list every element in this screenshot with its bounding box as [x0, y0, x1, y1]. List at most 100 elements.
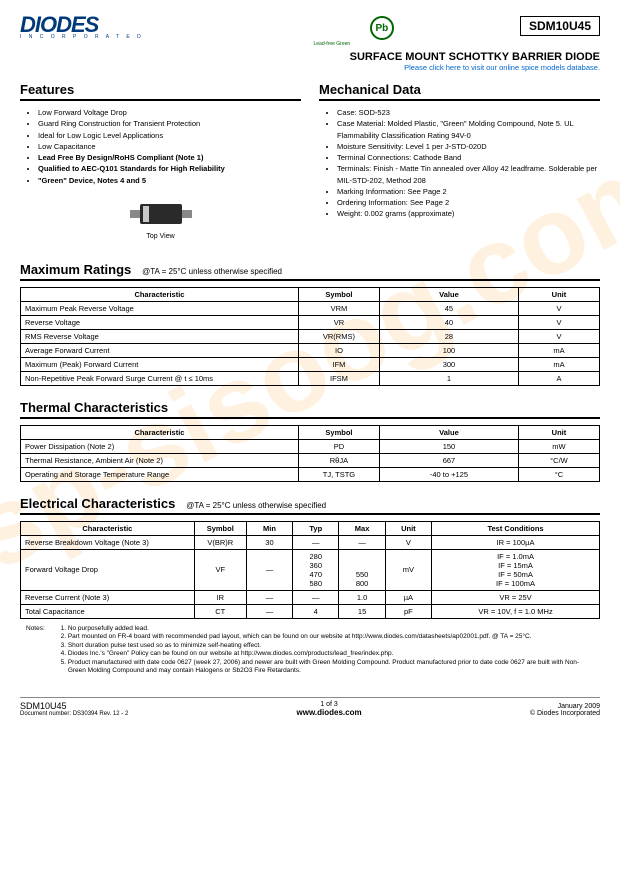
table-cell: mA: [518, 357, 599, 371]
table-cell: Operating and Storage Temperature Range: [21, 467, 299, 481]
table-cell: mV: [385, 549, 431, 590]
table-cell: Power Dissipation (Note 2): [21, 439, 299, 453]
mechanical-item: Terminal Connections: Cathode Band: [337, 152, 600, 163]
table-cell: 45: [379, 301, 518, 315]
table-cell: IFM: [298, 357, 379, 371]
table-cell: Forward Voltage Drop: [21, 549, 195, 590]
footer-copyright: © Diodes Incorporated: [530, 710, 600, 717]
table-cell: 1: [379, 371, 518, 385]
table-header: Characteristic: [21, 521, 195, 535]
features-column: Features Low Forward Voltage DropGuard R…: [20, 82, 301, 248]
thermal-section: Thermal Characteristics CharacteristicSy…: [20, 400, 600, 482]
table-header: Test Conditions: [432, 521, 600, 535]
note-item: Part mounted on FR-4 board with recommen…: [68, 633, 596, 641]
table-header: Characteristic: [21, 425, 299, 439]
features-list: Low Forward Voltage DropGuard Ring Const…: [20, 107, 301, 186]
note-item: No purposefully added lead.: [68, 625, 596, 633]
leadfree-badge: Pb Lead-free Green: [270, 16, 394, 47]
table-cell: CT: [194, 604, 246, 618]
table-row: RMS Reverse VoltageVR(RMS)28V: [21, 329, 600, 343]
table-cell: IO: [298, 343, 379, 357]
page-subtitle: SURFACE MOUNT SCHOTTKY BARRIER DIODE: [20, 51, 600, 63]
table-row: Average Forward CurrentIO100mA: [21, 343, 600, 357]
feature-item: Ideal for Low Logic Level Applications: [38, 130, 301, 141]
table-header: Max: [339, 521, 385, 535]
table-cell: 28: [379, 329, 518, 343]
mechanical-item: Case Material: Molded Plastic, "Green" M…: [337, 118, 600, 141]
table-cell: 280360470580: [293, 549, 339, 590]
electrical-title: Electrical Characteristics: [20, 496, 175, 511]
table-cell: V(BR)R: [194, 535, 246, 549]
table-header: Unit: [518, 287, 599, 301]
table-cell: µA: [385, 590, 431, 604]
spice-db-link[interactable]: Please click here to visit our online sp…: [20, 63, 600, 72]
table-cell: —: [246, 604, 292, 618]
notes-label: Notes:: [26, 625, 54, 633]
table-cell: 15: [339, 604, 385, 618]
table-cell: V: [518, 315, 599, 329]
max-ratings-condition: @TA = 25°C unless otherwise specified: [142, 267, 282, 276]
table-cell: VR(RMS): [298, 329, 379, 343]
table-cell: PD: [298, 439, 379, 453]
footer-right: January 2009 © Diodes Incorporated: [530, 703, 600, 717]
mechanical-item: Case: SOD-523: [337, 107, 600, 118]
electrical-condition: @TA = 25°C unless otherwise specified: [186, 501, 326, 510]
table-cell: Maximum Peak Reverse Voltage: [21, 301, 299, 315]
part-number-box: SDM10U45: [520, 16, 600, 36]
feature-item: Lead Free By Design/RoHS Compliant (Note…: [38, 152, 301, 163]
footer-partno: SDM10U45: [20, 701, 128, 711]
max-ratings-section: Maximum Ratings @TA = 25°C unless otherw…: [20, 262, 600, 386]
table-cell: VR = 25V: [432, 590, 600, 604]
table-cell: VRM: [298, 301, 379, 315]
electrical-heading: Electrical Characteristics @TA = 25°C un…: [20, 496, 600, 515]
footer-page: 1 of 3: [297, 701, 362, 708]
feature-item: Low Capacitance: [38, 141, 301, 152]
table-cell: -40 to +125: [379, 467, 518, 481]
table-header: Value: [379, 287, 518, 301]
table-row: Reverse Current (Note 3)IR——1.0µAVR = 25…: [21, 590, 600, 604]
logo-text: DIODES: [20, 16, 144, 34]
notes-block: Notes: No purposefully added lead.Part m…: [20, 625, 600, 676]
table-cell: —: [293, 535, 339, 549]
table-row: Operating and Storage Temperature RangeT…: [21, 467, 600, 481]
table-cell: mW: [518, 439, 599, 453]
table-header: Symbol: [194, 521, 246, 535]
table-cell: 150: [379, 439, 518, 453]
table-cell: IFSM: [298, 371, 379, 385]
table-cell: Reverse Current (Note 3): [21, 590, 195, 604]
table-cell: pF: [385, 604, 431, 618]
table-cell: V: [518, 329, 599, 343]
footer-center: 1 of 3 www.diodes.com: [297, 701, 362, 717]
logo-block: DIODES I N C O R P O R A T E D: [20, 16, 144, 40]
feature-item: "Green" Device, Notes 4 and 5: [38, 175, 301, 186]
mechanical-item: Weight: 0.002 grams (approximate): [337, 208, 600, 219]
table-cell: 30: [246, 535, 292, 549]
notes-list: No purposefully added lead.Part mounted …: [56, 625, 596, 676]
footer-docnum: Document number: DS30394 Rev. 12 - 2: [20, 711, 128, 717]
mechanical-item: Marking Information: See Page 2: [337, 186, 600, 197]
table-cell: Non-Repetitive Peak Forward Surge Curren…: [21, 371, 299, 385]
table-cell: Maximum (Peak) Forward Current: [21, 357, 299, 371]
thermal-heading: Thermal Characteristics: [20, 400, 600, 419]
table-row: Reverse VoltageVR40V: [21, 315, 600, 329]
table-cell: —: [246, 590, 292, 604]
note-item: Short duration pulse test used so as to …: [68, 642, 596, 650]
feature-item: Low Forward Voltage Drop: [38, 107, 301, 118]
footer-url[interactable]: www.diodes.com: [297, 708, 362, 717]
table-cell: Reverse Breakdown Voltage (Note 3): [21, 535, 195, 549]
table-cell: VF: [194, 549, 246, 590]
table-cell: VR = 10V, f = 1.0 MHz: [432, 604, 600, 618]
table-row: Thermal Resistance, Ambient Air (Note 2)…: [21, 453, 600, 467]
table-cell: IF = 1.0mAIF = 15mAIF = 50mAIF = 100mA: [432, 549, 600, 590]
table-cell: Total Capacitance: [21, 604, 195, 618]
max-ratings-heading: Maximum Ratings @TA = 25°C unless otherw…: [20, 262, 600, 281]
table-cell: 300: [379, 357, 518, 371]
table-header: Unit: [518, 425, 599, 439]
table-cell: V: [518, 301, 599, 315]
mechanical-column: Mechanical Data Case: SOD-523Case Materi…: [319, 82, 600, 248]
header-right: SDM10U45: [520, 16, 600, 36]
top-view-label: Top View: [20, 233, 301, 240]
table-header: Symbol: [298, 287, 379, 301]
pb-icon: Pb: [370, 16, 394, 40]
mechanical-item: Terminals: Finish - Matte Tin annealed o…: [337, 163, 600, 186]
